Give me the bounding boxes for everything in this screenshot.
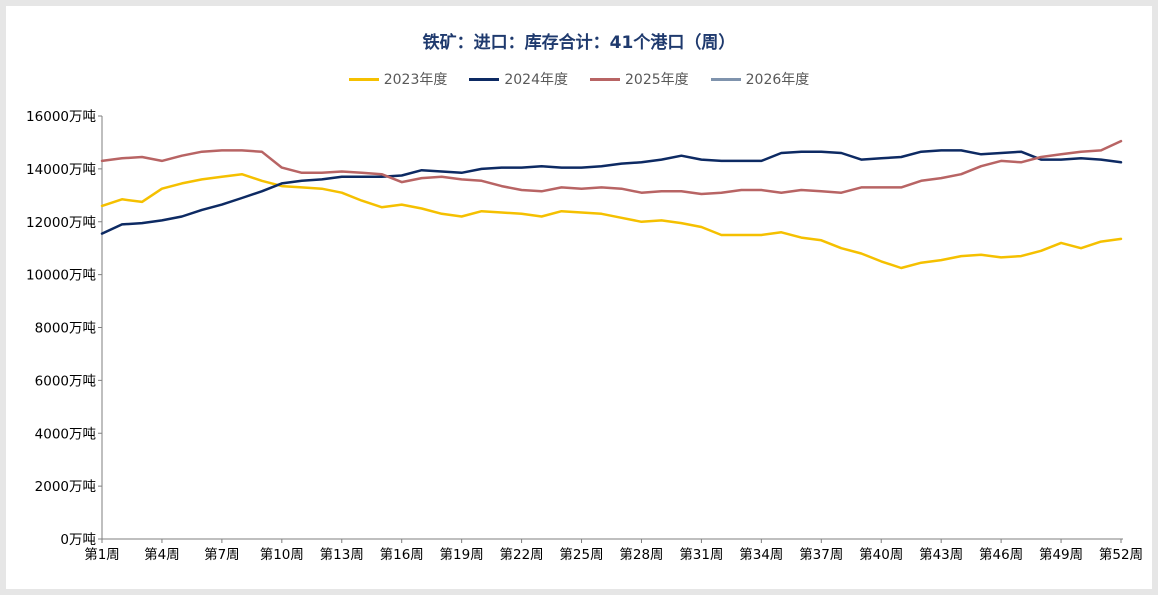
- legend-item-2023[interactable]: 2023年度: [348, 69, 448, 89]
- series-line-2025年度: [100, 139, 1123, 196]
- x-tick-label: 第7周: [204, 546, 240, 563]
- legend-swatch-2026: [710, 77, 741, 81]
- y-tick-label: 6000万吨: [35, 373, 96, 389]
- x-tick-label: 第22周: [499, 546, 543, 563]
- x-tick-label: 第49周: [1039, 546, 1083, 563]
- legend-swatch-2023: [348, 77, 379, 81]
- series-line-2024年度: [100, 149, 1123, 235]
- legend-item-2026[interactable]: 2026年度: [710, 69, 810, 89]
- line-chart: 0万吨 2000万吨 4000万吨 6000万吨 8000万吨 10000万吨 12000万…: [26, 109, 1143, 563]
- legend-item-2025[interactable]: 2025年度: [590, 69, 689, 89]
- x-tick-label: 第10周: [260, 546, 304, 563]
- y-tick-label: 16000万吨: [26, 109, 96, 125]
- x-tick-label: 第4周: [144, 546, 180, 563]
- x-tick-label: 第16周: [380, 546, 424, 563]
- x-tick-label: 第52周: [1099, 546, 1143, 563]
- y-tick-label: 8000万吨: [35, 321, 96, 337]
- legend-label-2024: 2024年度: [504, 72, 568, 88]
- legend: 2023年度 2024年度 2025年度 2026年度: [6, 69, 1152, 89]
- legend-swatch-2025: [590, 77, 620, 81]
- x-tick-label: 第25周: [559, 546, 603, 563]
- x-tick-label: 第28周: [619, 546, 663, 563]
- y-tick-label: 4000万吨: [35, 426, 96, 442]
- y-tick-label: 0万吨: [60, 532, 96, 548]
- x-tick-label: 第34周: [739, 546, 783, 563]
- legend-label-2023: 2023年度: [383, 72, 448, 88]
- y-tick-label: 10000万吨: [26, 268, 96, 284]
- legend-swatch-2024: [469, 77, 500, 81]
- x-tick-label: 第1周: [84, 546, 120, 563]
- x-tick-label: 第19周: [440, 546, 484, 563]
- legend-item-2024[interactable]: 2024年度: [469, 69, 568, 89]
- y-tick-label: 2000万吨: [35, 479, 96, 495]
- x-tick-label: 第40周: [859, 546, 903, 563]
- y-tick-label: 12000万吨: [26, 215, 96, 231]
- x-tick-label: 第31周: [679, 546, 723, 563]
- x-tick-label: 第43周: [919, 546, 963, 563]
- x-tick-label: 第13周: [320, 546, 364, 563]
- chart-title: 铁矿：进口：库存合计：41个港口（周）: [422, 33, 736, 53]
- chart-frame: 铁矿：进口：库存合计：41个港口（周） 2023年度 2024年度 2025年度…: [6, 6, 1152, 589]
- legend-label-2026: 2026年度: [745, 72, 810, 88]
- x-tick-label: 第37周: [799, 546, 843, 563]
- legend-label-2025: 2025年度: [625, 72, 689, 88]
- y-tick-label: 14000万吨: [26, 162, 96, 178]
- series-line-2023年度: [100, 172, 1123, 270]
- x-tick-label: 第46周: [979, 546, 1023, 563]
